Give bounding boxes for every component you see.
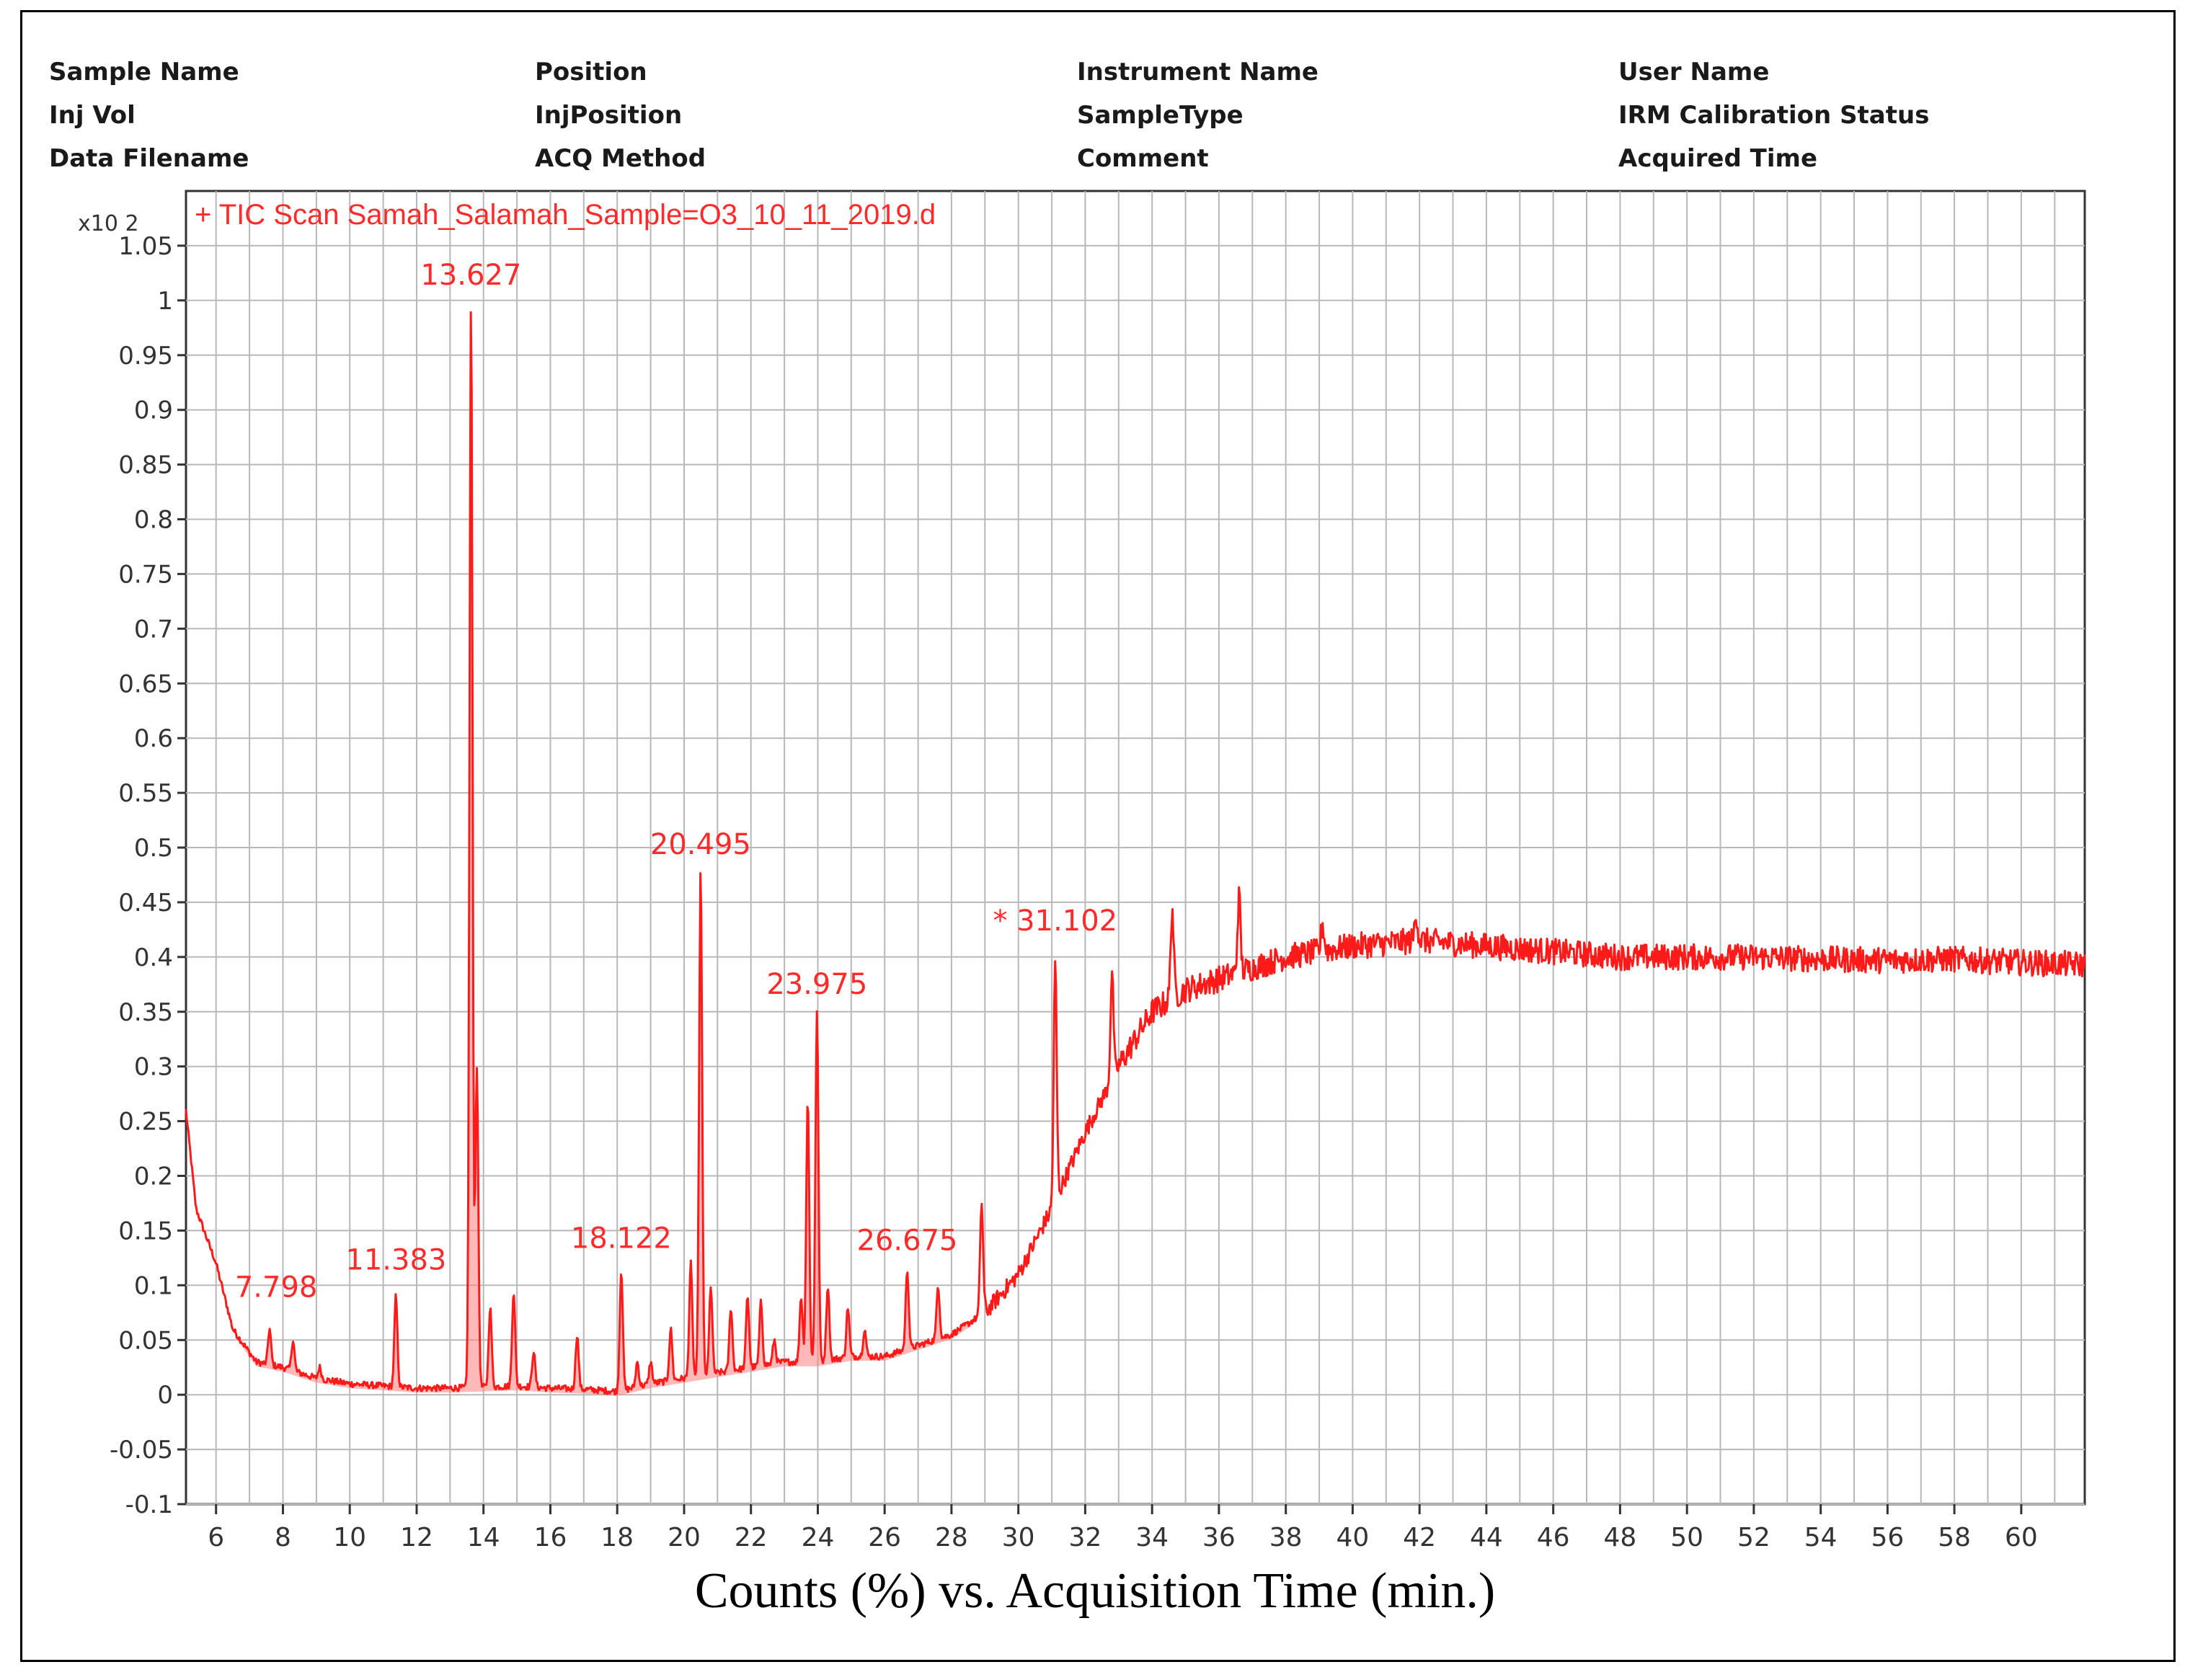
x-tick-label: 34 bbox=[1135, 1523, 1169, 1552]
y-tick-label: 0.65 bbox=[118, 670, 173, 698]
field-sample-name: Sample Name bbox=[49, 58, 239, 86]
x-tick-label: 18 bbox=[600, 1523, 634, 1552]
x-tick-label: 30 bbox=[1002, 1523, 1035, 1552]
y-tick-label: 0.4 bbox=[134, 943, 173, 972]
y-tick-label: 1.05 bbox=[118, 232, 173, 261]
peak-label: 18.122 bbox=[571, 1222, 672, 1255]
field-acq-method: ACQ Method bbox=[535, 144, 706, 173]
x-tick-label: 10 bbox=[333, 1523, 366, 1552]
x-tick-label: 40 bbox=[1336, 1523, 1369, 1552]
x-tick-label: 6 bbox=[208, 1523, 224, 1552]
x-tick-label: 60 bbox=[2005, 1523, 2038, 1552]
y-tick-label: 1 bbox=[157, 287, 173, 316]
x-tick-label: 58 bbox=[1938, 1523, 1971, 1552]
x-tick-label: 46 bbox=[1537, 1523, 1570, 1552]
x-tick-label: 44 bbox=[1470, 1523, 1503, 1552]
y-tick-label: 0.6 bbox=[134, 724, 173, 753]
y-multiplier: x10 2 bbox=[78, 211, 139, 236]
y-tick-label: 0.35 bbox=[118, 998, 173, 1027]
x-tick-label: 28 bbox=[935, 1523, 968, 1552]
x-tick-label: 56 bbox=[1871, 1523, 1904, 1552]
peak-label: 13.627 bbox=[420, 259, 521, 292]
y-tick-label: 0.15 bbox=[118, 1217, 173, 1245]
peak-label: 20.495 bbox=[650, 828, 751, 861]
x-axis-caption: Counts (%) vs. Acquisition Time (min.) bbox=[694, 1563, 1496, 1619]
x-tick-label: 36 bbox=[1202, 1523, 1236, 1552]
peak-labels: 7.798 11.383 13.627 18.122 20.495 23.975 26.67… bbox=[235, 259, 1117, 1305]
x-tick-label: 38 bbox=[1269, 1523, 1303, 1552]
x-tick-label: 24 bbox=[802, 1523, 835, 1552]
field-irm-calibration-status: IRM Calibration Status bbox=[1618, 101, 1930, 130]
peak-label: 11.383 bbox=[345, 1244, 446, 1277]
y-tick-label: 0.7 bbox=[134, 615, 173, 644]
field-user-name: User Name bbox=[1618, 58, 1770, 86]
tic-trace bbox=[185, 311, 2086, 1396]
y-tick-label: 0.45 bbox=[118, 889, 173, 917]
field-inj-position: InjPosition bbox=[535, 101, 683, 130]
y-tick-label: 0.25 bbox=[118, 1108, 173, 1137]
peak-label: 7.798 bbox=[235, 1271, 318, 1305]
y-tick-label: 0.9 bbox=[134, 396, 173, 425]
x-tick-label: 20 bbox=[668, 1523, 701, 1552]
axes: -0.1 -0.05 0 0.05 0.1 0.15 0.2 0.25 0.3 0.35 0.4 0.… bbox=[110, 232, 2038, 1552]
y-tick-label: 0.8 bbox=[134, 506, 173, 535]
y-tick-label: 0.5 bbox=[134, 834, 173, 863]
field-inj-vol: Inj Vol bbox=[49, 101, 136, 130]
x-tick-label: 42 bbox=[1403, 1523, 1436, 1552]
grid bbox=[186, 191, 2085, 1505]
peak-label: 26.675 bbox=[857, 1224, 958, 1257]
x-tick-label: 22 bbox=[735, 1523, 768, 1552]
y-tick-label: 0.95 bbox=[118, 342, 173, 370]
field-acquired-time: Acquired Time bbox=[1618, 144, 1818, 173]
x-tick-label: 52 bbox=[1737, 1523, 1770, 1552]
x-tick-label: 50 bbox=[1670, 1523, 1703, 1552]
x-tick-label: 14 bbox=[467, 1523, 500, 1552]
y-tick-label: -0.05 bbox=[110, 1436, 173, 1465]
y-tick-label: 0.05 bbox=[118, 1326, 173, 1355]
y-tick-label: 0.85 bbox=[118, 451, 173, 480]
x-tick-label: 26 bbox=[868, 1523, 901, 1552]
peak-label: * 31.102 bbox=[993, 905, 1117, 938]
x-tick-label: 54 bbox=[1804, 1523, 1837, 1552]
field-comment: Comment bbox=[1077, 144, 1209, 173]
chart-title: + TIC Scan Samah_Salamah_Sample=O3_10_11… bbox=[195, 199, 936, 231]
x-tick-label: 16 bbox=[534, 1523, 567, 1552]
y-tick-label: 0.3 bbox=[134, 1053, 173, 1082]
x-tick-label: 8 bbox=[275, 1523, 291, 1552]
y-tick-label: 0.75 bbox=[118, 560, 173, 589]
field-position: Position bbox=[535, 58, 647, 86]
y-tick-label: 0.2 bbox=[134, 1163, 173, 1191]
y-tick-label: 0 bbox=[157, 1381, 173, 1410]
field-data-filename: Data Filename bbox=[49, 144, 249, 173]
field-sample-type: SampleType bbox=[1077, 101, 1243, 130]
x-tick-label: 12 bbox=[400, 1523, 433, 1552]
x-tick-label: 32 bbox=[1068, 1523, 1101, 1552]
peak-label: 23.975 bbox=[766, 968, 867, 1001]
y-tick-label: -0.1 bbox=[125, 1490, 173, 1519]
y-tick-label: 0.1 bbox=[134, 1271, 173, 1300]
tic-series-line bbox=[185, 311, 2086, 1396]
y-tick-label: 0.55 bbox=[118, 779, 173, 808]
x-tick-label: 48 bbox=[1603, 1523, 1636, 1552]
field-instrument-name: Instrument Name bbox=[1077, 58, 1318, 86]
